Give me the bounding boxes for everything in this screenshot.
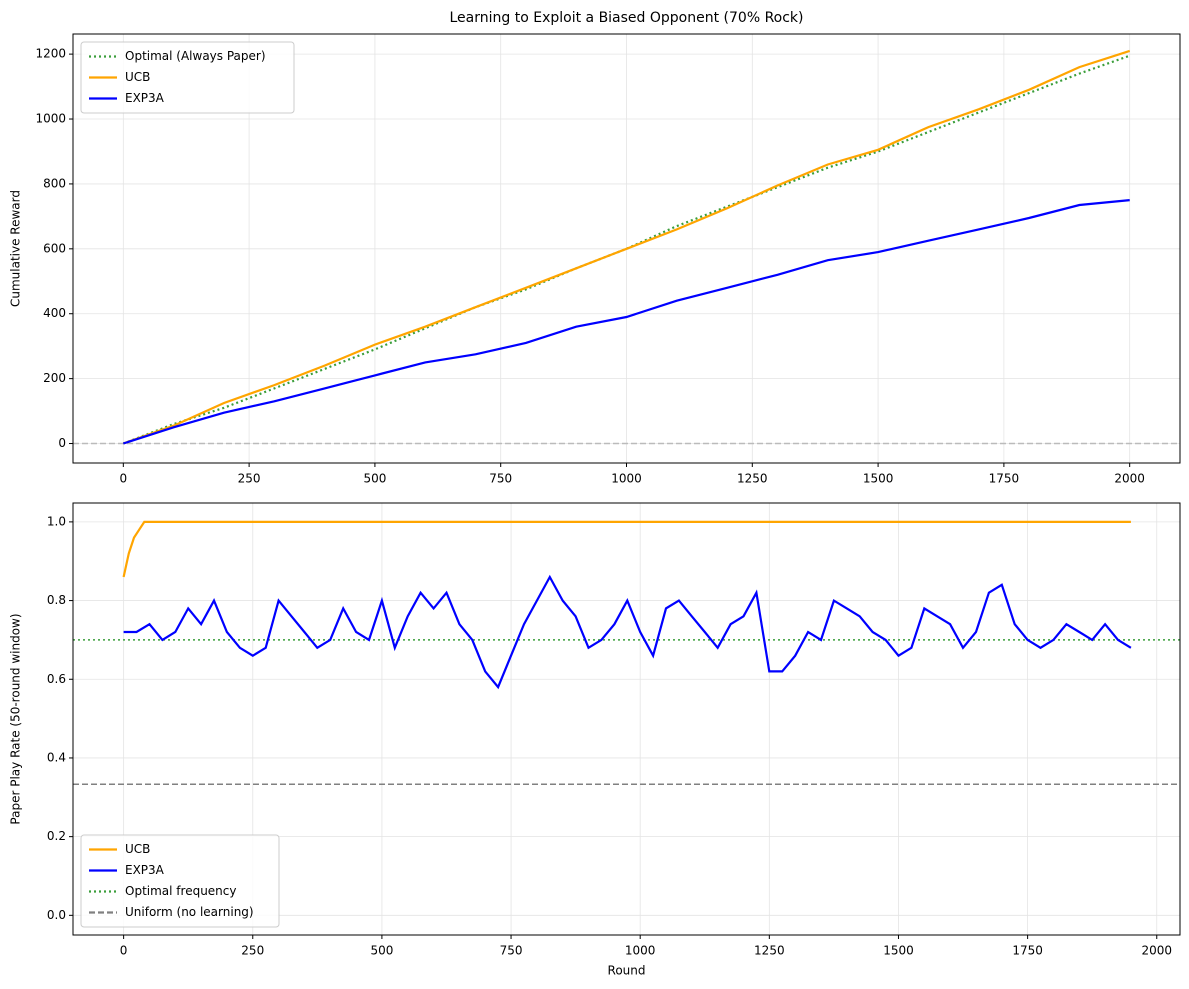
y-tick-label: 0.2 bbox=[47, 829, 66, 843]
series-line bbox=[123, 574, 1132, 690]
legend-label: EXP3A bbox=[125, 91, 165, 105]
legend-label: UCB bbox=[125, 842, 150, 856]
x-tick-label: 1500 bbox=[883, 944, 914, 958]
y-tick-label: 400 bbox=[43, 306, 66, 320]
x-tick-label: 1000 bbox=[625, 944, 656, 958]
legend-label: Optimal frequency bbox=[125, 884, 236, 898]
series-line bbox=[122, 199, 1130, 445]
series-line bbox=[122, 49, 1131, 445]
x-tick-label: 1500 bbox=[863, 472, 894, 486]
y-tick-label: 200 bbox=[43, 371, 66, 385]
x-tick-label: 750 bbox=[489, 472, 512, 486]
legend-label: EXP3A bbox=[125, 863, 165, 877]
y-tick-label: 0.8 bbox=[47, 593, 66, 607]
y-tick-label: 1.0 bbox=[47, 514, 66, 528]
y-tick-label: 0.4 bbox=[47, 750, 66, 764]
legend-label: Uniform (no learning) bbox=[125, 905, 254, 919]
x-tick-label: 1750 bbox=[1012, 944, 1043, 958]
y-tick-label: 0.6 bbox=[47, 672, 66, 686]
plot-frame bbox=[72, 33, 1181, 464]
x-tick-label: 250 bbox=[238, 472, 261, 486]
legend-label: UCB bbox=[125, 70, 150, 84]
x-tick-label: 500 bbox=[370, 944, 393, 958]
x-tick-label: 2000 bbox=[1114, 472, 1145, 486]
y-axis-label: Cumulative Reward bbox=[9, 190, 23, 307]
legend-label: Optimal (Always Paper) bbox=[125, 49, 266, 63]
x-axis-label: Round bbox=[608, 964, 646, 978]
x-tick-label: 0 bbox=[120, 944, 128, 958]
legend-box bbox=[80, 834, 280, 928]
y-tick-label: 1000 bbox=[35, 112, 66, 126]
y-tick-label: 0 bbox=[58, 436, 66, 450]
legend-box bbox=[80, 41, 295, 114]
x-tick-label: 750 bbox=[500, 944, 523, 958]
y-axis-label: Paper Play Rate (50-round window) bbox=[9, 613, 23, 824]
series-line bbox=[122, 520, 1131, 578]
x-tick-label: 1250 bbox=[737, 472, 768, 486]
y-tick-label: 1200 bbox=[35, 47, 66, 61]
x-tick-label: 1250 bbox=[754, 944, 785, 958]
x-tick-label: 1000 bbox=[611, 472, 642, 486]
y-tick-label: 0.0 bbox=[47, 908, 66, 922]
y-tick-label: 600 bbox=[43, 241, 66, 255]
x-tick-label: 500 bbox=[363, 472, 386, 486]
chart-title: Learning to Exploit a Biased Opponent (7… bbox=[450, 10, 804, 26]
x-tick-label: 250 bbox=[241, 944, 264, 958]
x-tick-label: 2000 bbox=[1141, 944, 1172, 958]
y-tick-label: 800 bbox=[43, 176, 66, 190]
plot-frame bbox=[72, 502, 1181, 936]
x-tick-label: 1750 bbox=[989, 472, 1020, 486]
x-tick-label: 0 bbox=[119, 472, 127, 486]
